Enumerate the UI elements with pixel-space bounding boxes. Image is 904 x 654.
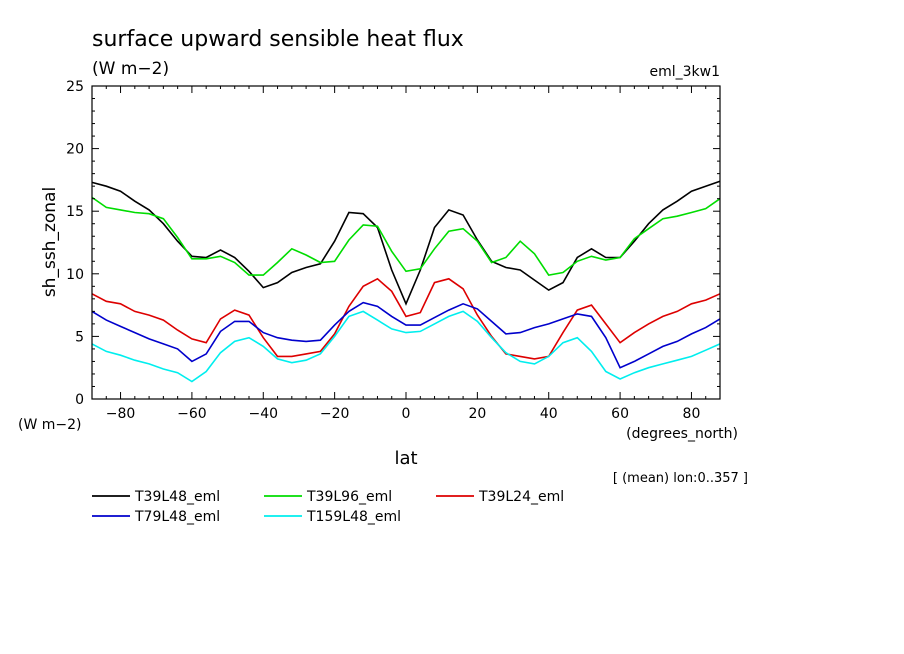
series-line-1: [91, 196, 721, 276]
series-line-4: [91, 310, 721, 383]
x-tick-label: −20: [320, 406, 350, 422]
y-tick-label: 25: [66, 79, 84, 95]
x-tick-label: 80: [683, 406, 701, 422]
x-tick-label: −40: [248, 406, 278, 422]
chart-title: surface upward sensible heat flux: [92, 27, 464, 52]
legend-label: T79L48_eml: [134, 509, 220, 525]
plot-frame: [91, 85, 721, 400]
x-tick-label: −60: [177, 406, 207, 422]
x-tick-label: 20: [468, 406, 486, 422]
y-tick-label: 15: [66, 204, 84, 220]
y-tick-label: 20: [66, 142, 84, 158]
legend: T39L48_eml T39L96_eml T39L24_eml T79L48_eml…: [92, 489, 564, 525]
series-line-0: [91, 180, 721, 306]
series-line-3: [91, 301, 721, 369]
x-tick-label: 40: [540, 406, 558, 422]
y-tick-label: 5: [75, 329, 84, 345]
legend-label: T159L48_eml: [306, 509, 401, 525]
chart-subtitle: (W m−2): [92, 59, 169, 79]
series-line-2: [91, 277, 721, 360]
averaging-note: [ (mean) lon:0..357 ]: [613, 471, 748, 486]
x-axis-units: (degrees_north): [626, 426, 738, 442]
y-axis-label: sh_ssh_zonal: [40, 187, 60, 297]
x-tick-label: 60: [611, 406, 629, 422]
dataset-label: eml_3kw1: [649, 64, 720, 80]
x-axis-label: lat: [394, 448, 417, 469]
tick-layer: −80 −60 −40 −20 0 20 40 60 80 0 5 10 15 20 25: [66, 79, 721, 422]
x-tick-label: 0: [402, 406, 411, 422]
y-tick-label: 0: [75, 392, 84, 408]
legend-label: T39L48_eml: [134, 489, 220, 505]
legend-label: T39L96_eml: [306, 489, 392, 505]
y-tick-label: 10: [66, 267, 84, 283]
y-axis-units: (W m−2): [18, 417, 82, 433]
series-layer: [91, 180, 721, 383]
legend-label: T39L24_eml: [478, 489, 564, 505]
x-tick-label: −80: [106, 406, 136, 422]
